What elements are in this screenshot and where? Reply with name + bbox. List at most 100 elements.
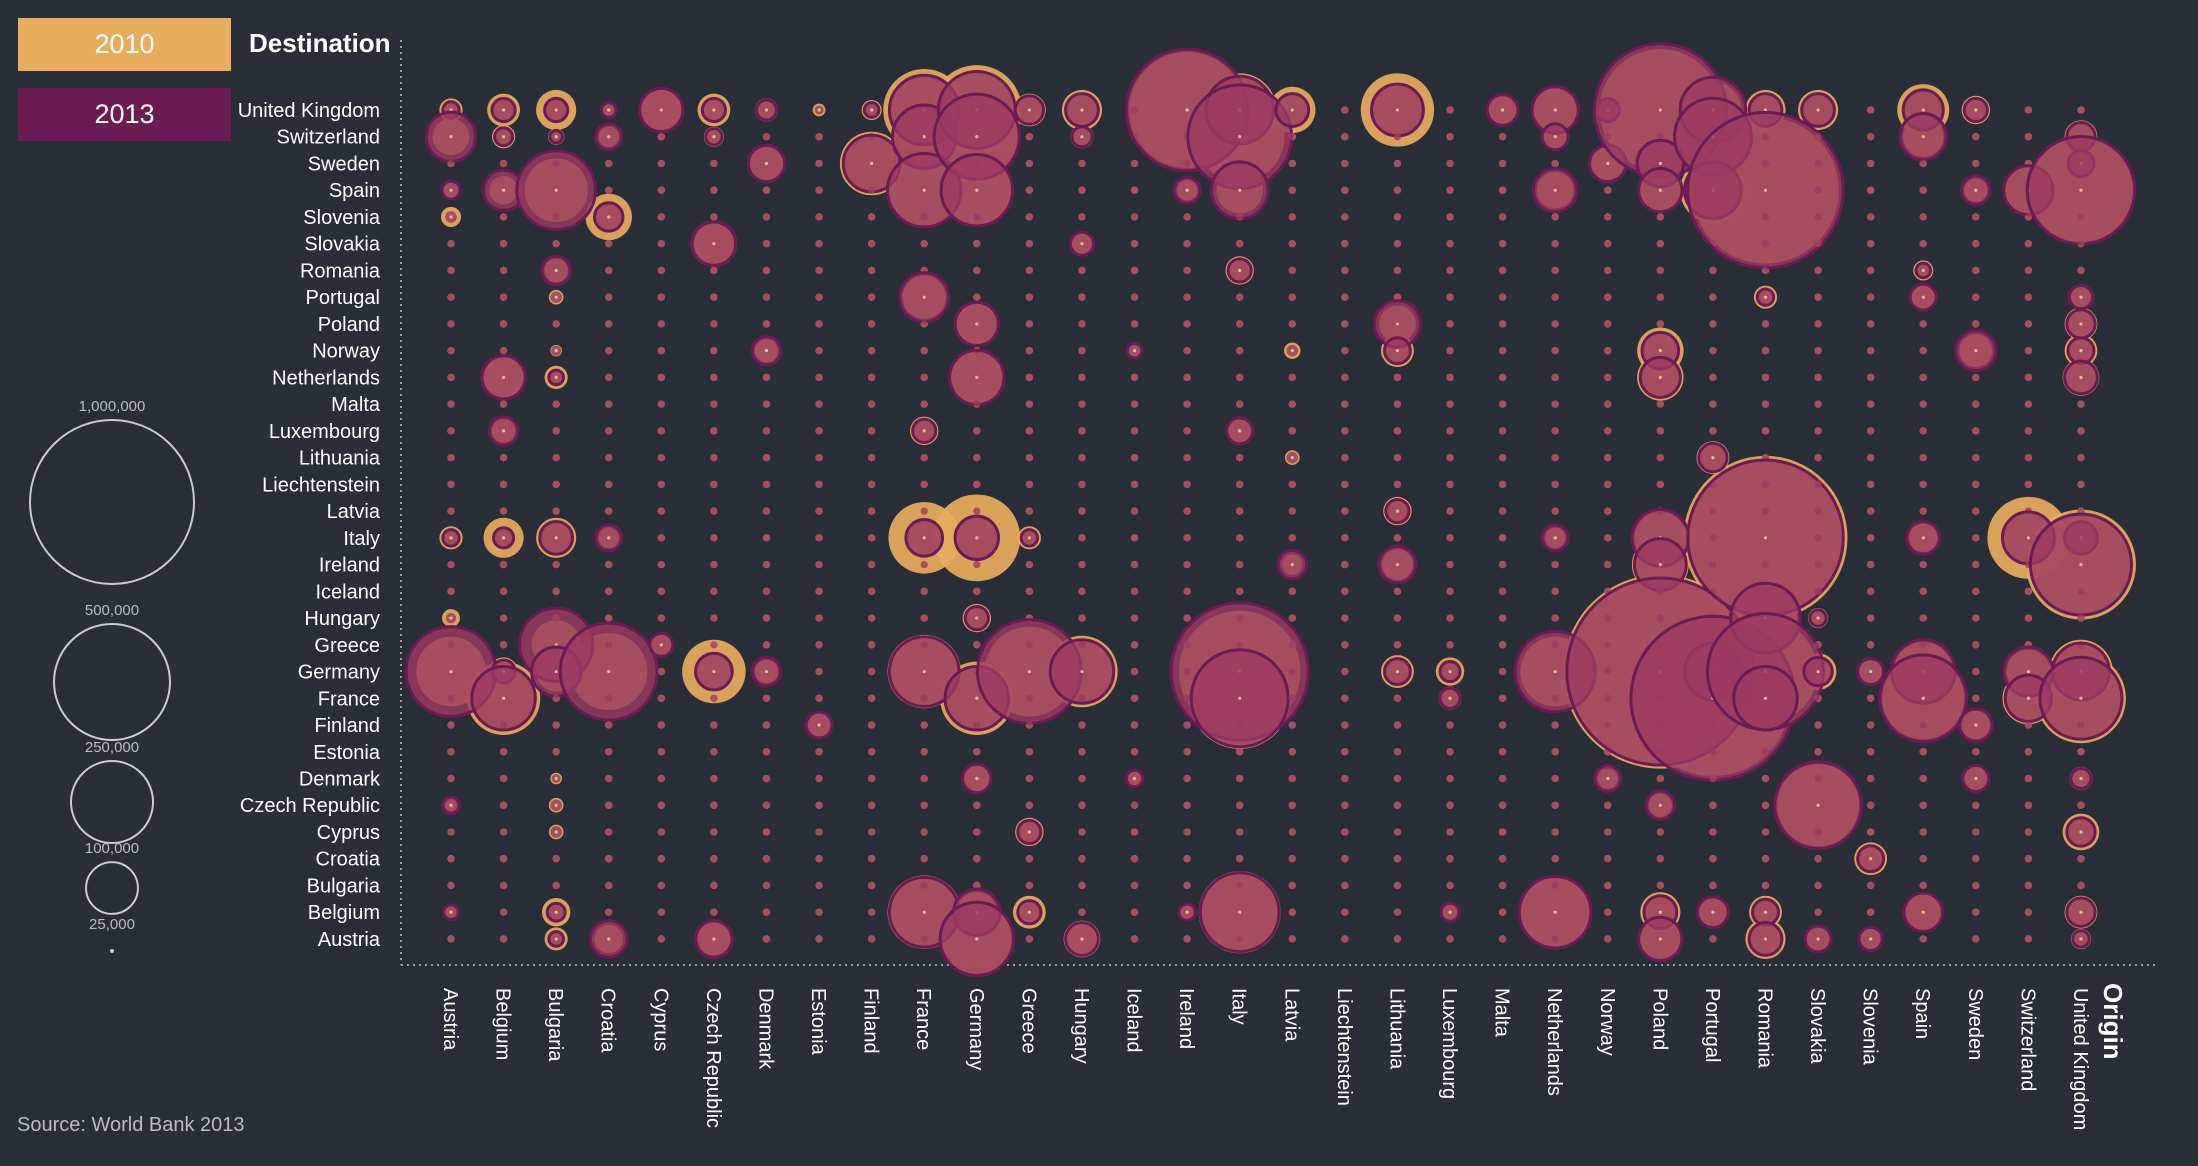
bubble-center-dot-italy-to-france xyxy=(1238,696,1242,700)
bubble-2013-liechtenstein-to-italy xyxy=(1341,534,1349,542)
bubble-2013-liechtenstein-to-hungary xyxy=(1341,614,1349,622)
bubble-center-dot-france-to-belgium xyxy=(922,910,926,914)
bubble-center-dot-greece-to-united-kingdom xyxy=(1027,108,1031,112)
bubble-2013-czech-republic-to-italy xyxy=(710,534,718,542)
bubble-2013-malta-to-czech-republic xyxy=(1498,801,1507,809)
bubble-2013-latvia-to-denmark xyxy=(1288,774,1296,783)
bubble-2013-greece-to-denmark xyxy=(1025,774,1034,783)
year-2010-button[interactable]: 2010 xyxy=(18,18,231,71)
bubble-2013-slovakia-to-belgium xyxy=(1814,908,1822,916)
bubble-center-dot-united-kingdom-to-belgium xyxy=(2079,910,2083,914)
bubble-2013-denmark-to-poland xyxy=(762,320,771,328)
origin-label-italy: Italy xyxy=(1228,988,1250,1025)
bubble-center-dot-poland-to-czech-republic xyxy=(1658,803,1662,807)
bubble-2013-sweden-to-slovenia xyxy=(1972,213,1980,221)
bubble-center-dot-sweden-to-spain xyxy=(1974,188,1978,192)
bubble-2013-latvia-to-cyprus xyxy=(1288,828,1296,836)
bubble-2013-croatia-to-cyprus xyxy=(605,828,613,836)
bubble-2013-belgium-to-bulgaria xyxy=(499,881,508,890)
bubble-center-dot-italy-to-spain xyxy=(1238,188,1242,192)
bubble-2013-portugal-to-malta xyxy=(1709,400,1717,408)
bubble-2013-spain-to-poland xyxy=(1919,320,1927,328)
bubble-2013-greece-to-liechtenstein xyxy=(1025,480,1034,489)
bubble-2013-france-to-lithuania xyxy=(920,453,928,462)
size-legend-circle-1 xyxy=(53,623,171,741)
year-2013-button[interactable]: 2013 xyxy=(18,88,231,141)
bubble-2013-france-to-estonia xyxy=(920,748,928,756)
bubble-2013-liechtenstein-to-iceland xyxy=(1341,587,1349,595)
destination-label-sweden: Sweden xyxy=(308,153,380,175)
bubble-center-dot-latvia-to-ireland xyxy=(1290,562,1294,567)
origin-axis-title: Origin xyxy=(2098,983,2128,1060)
size-legend-circle-2 xyxy=(70,760,154,844)
bubble-2013-germany-to-greece xyxy=(973,641,981,649)
bubble-2013-denmark-to-romania xyxy=(762,266,771,275)
destination-label-germany: Germany xyxy=(298,662,380,684)
bubble-2013-cyprus-to-france xyxy=(657,694,665,702)
bubble-2013-czech-republic-to-lithuania xyxy=(710,453,718,462)
bubble-2013-italy-to-slovenia xyxy=(1236,213,1244,221)
bubble-2013-cyprus-to-croatia xyxy=(657,855,665,863)
bubble-center-dot-slovakia-to-germany xyxy=(1816,669,1820,674)
bubble-2013-italy-to-denmark xyxy=(1236,774,1244,783)
bubble-2013-portugal-to-bulgaria xyxy=(1709,881,1717,890)
bubble-center-dot-bulgaria-to-italy xyxy=(554,536,558,540)
bubble-2013-malta-to-slovakia xyxy=(1498,240,1507,248)
bubble-2013-ireland-to-czech-republic xyxy=(1183,801,1191,809)
bubble-2013-france-to-netherlands xyxy=(920,373,928,382)
bubble-2013-ireland-to-norway xyxy=(1183,346,1191,355)
bubble-2013-romania-to-croatia xyxy=(1761,855,1770,863)
bubble-center-dot-sweden-to-united-kingdom xyxy=(1974,108,1978,112)
bubble-2013-italy-to-italy xyxy=(1236,534,1244,542)
bubble-2013-sweden-to-austria xyxy=(1972,935,1980,943)
size-legend-circle-3 xyxy=(85,861,139,915)
bubble-2013-finland-to-bulgaria xyxy=(867,881,876,890)
bubble-2013-slovakia-to-netherlands xyxy=(1814,373,1822,382)
bubble-2013-netherlands-to-france xyxy=(1551,694,1559,702)
bubble-2013-hungary-to-latvia xyxy=(1078,507,1086,515)
bubble-2013-czech-republic-to-slovenia xyxy=(710,213,718,221)
bubble-2013-lithuania-to-lithuania xyxy=(1393,453,1402,462)
bubble-2013-bulgaria-to-slovakia xyxy=(552,240,560,248)
bubble-2013-switzerland-to-lithuania xyxy=(2024,453,2033,462)
bubble-center-dot-netherlands-to-switzerland xyxy=(1553,135,1557,139)
bubble-2013-malta-to-netherlands xyxy=(1498,373,1507,382)
bubble-2013-denmark-to-croatia xyxy=(762,855,771,863)
bubble-2013-sweden-to-sweden xyxy=(1972,159,1980,168)
bubble-2013-sweden-to-malta xyxy=(1972,400,1980,408)
bubble-2013-austria-to-romania xyxy=(447,266,455,275)
bubble-2013-austria-to-lithuania xyxy=(447,453,455,462)
bubble-2013-spain-to-iceland xyxy=(1919,587,1927,595)
bubble-center-dot-spain-to-italy xyxy=(1921,536,1925,540)
bubble-2013-slovenia-to-switzerland xyxy=(1866,133,1875,141)
bubble-2013-latvia-to-poland xyxy=(1288,320,1296,328)
bubble-2013-switzerland-to-poland xyxy=(2024,320,2033,328)
bubble-2013-denmark-to-ireland xyxy=(762,560,771,569)
bubble-2013-austria-to-iceland xyxy=(447,587,455,595)
bubble-center-dot-bulgaria-to-denmark xyxy=(554,776,558,781)
bubble-2013-united-kingdom-to-iceland xyxy=(2077,587,2085,595)
bubble-2013-united-kingdom-to-liechtenstein xyxy=(2077,480,2085,489)
bubble-2013-luxembourg-to-cyprus xyxy=(1446,828,1454,836)
bubble-2013-spain-to-cyprus xyxy=(1919,828,1927,836)
bubble-2013-united-kingdom-to-luxembourg xyxy=(2077,427,2085,435)
bubble-2013-slovenia-to-malta xyxy=(1866,400,1875,408)
bubble-2013-estonia-to-italy xyxy=(815,534,823,542)
bubble-2013-switzerland-to-cyprus xyxy=(2024,828,2033,836)
bubble-2013-latvia-to-malta xyxy=(1288,400,1296,408)
bubble-2013-liechtenstein-to-austria xyxy=(1341,935,1349,943)
bubble-center-dot-iceland-to-denmark xyxy=(1132,776,1137,781)
bubble-2013-france-to-slovakia xyxy=(920,240,928,248)
bubble-center-dot-ireland-to-spain xyxy=(1185,188,1189,192)
bubble-2013-estonia-to-luxembourg xyxy=(815,427,823,435)
bubble-2013-malta-to-slovenia xyxy=(1498,213,1507,221)
bubble-2013-luxembourg-to-bulgaria xyxy=(1446,881,1454,890)
bubble-2013-finland-to-romania xyxy=(867,266,876,275)
bubble-2013-cyprus-to-luxembourg xyxy=(657,427,665,435)
bubble-2013-netherlands-to-liechtenstein xyxy=(1551,480,1559,489)
bubble-center-dot-france-to-portugal xyxy=(922,295,926,299)
bubble-2013-norway-to-slovakia xyxy=(1604,240,1612,248)
origin-label-switzerland: Switzerland xyxy=(2016,988,2038,1091)
bubble-2013-croatia-to-norway xyxy=(605,346,613,355)
bubble-2013-latvia-to-hungary xyxy=(1288,614,1296,622)
